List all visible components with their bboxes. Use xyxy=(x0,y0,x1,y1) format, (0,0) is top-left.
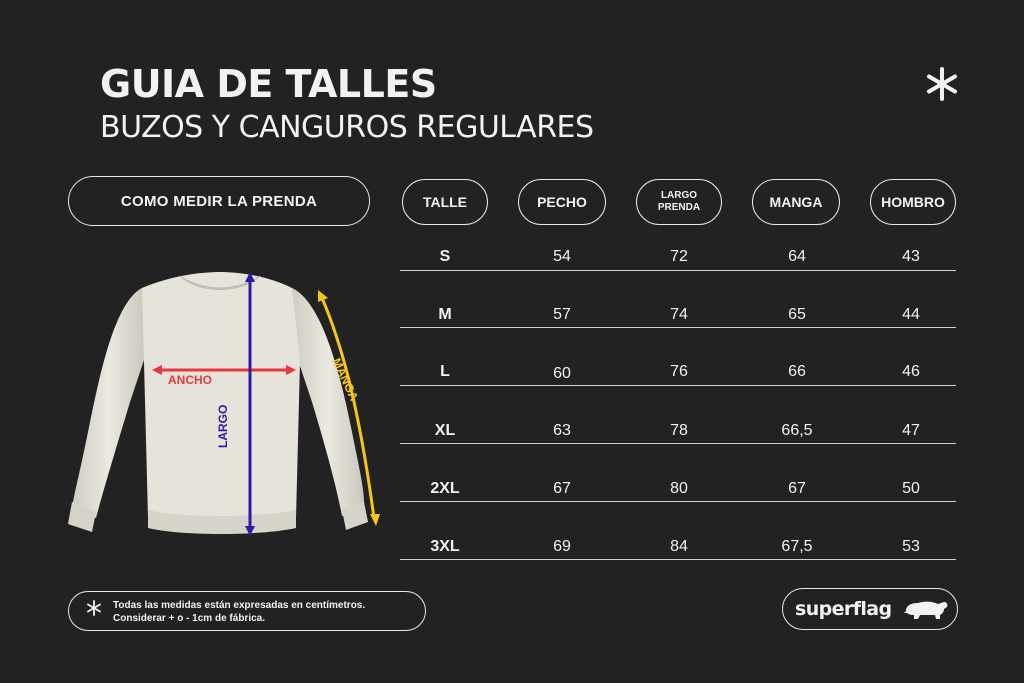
asterisk-icon xyxy=(87,600,101,616)
largo-label: LARGO xyxy=(216,404,230,448)
row-divider xyxy=(400,385,956,386)
how-to-measure-button[interactable]: COMO MEDIR LA PRENDA xyxy=(68,176,370,226)
row-divider xyxy=(400,327,956,328)
pecho-cell: 57 xyxy=(553,306,571,323)
manga-cell: 67 xyxy=(788,480,806,497)
largo-cell: 76 xyxy=(670,363,688,380)
pecho-cell: 63 xyxy=(553,422,571,439)
hombro-cell: 46 xyxy=(902,363,920,380)
manga-cell: 67,5 xyxy=(781,538,813,555)
size-cell: XL xyxy=(434,422,456,439)
row-divider xyxy=(400,559,956,560)
pecho-cell: 54 xyxy=(553,248,571,265)
asterisk-icon xyxy=(927,67,957,101)
hombro-cell: 53 xyxy=(902,538,920,555)
disclaimer-box xyxy=(68,591,426,631)
page-title: GUIA DE TALLES xyxy=(100,62,437,106)
brand-name: superflag xyxy=(795,598,892,620)
page-subtitle: BUZOS Y CANGUROS REGULARES xyxy=(100,110,594,145)
pecho-cell: 67 xyxy=(553,480,571,497)
brand-logo: superflag xyxy=(782,588,958,630)
manga-cell: 66,5 xyxy=(781,422,813,439)
size-cell: S xyxy=(439,248,451,265)
sweatshirt-diagram xyxy=(68,272,368,534)
column-header-hombro: HOMBRO xyxy=(870,179,956,225)
row-divider xyxy=(400,270,956,271)
manga-cell: 65 xyxy=(788,306,806,323)
column-header-largo-prenda: LARGO PRENDA xyxy=(636,179,722,225)
how-to-measure-label: COMO MEDIR LA PRENDA xyxy=(120,192,318,210)
hombro-cell: 43 xyxy=(902,248,920,265)
size-cell: 3XL xyxy=(430,538,460,555)
hombro-cell: 47 xyxy=(902,422,920,439)
column-header-manga: MANGA xyxy=(752,179,840,225)
largo-cell: 78 xyxy=(670,422,688,439)
row-divider xyxy=(400,443,956,444)
largo-cell: 72 xyxy=(670,248,688,265)
column-header-pecho: PECHO xyxy=(518,179,606,225)
size-cell: M xyxy=(438,306,452,323)
row-divider xyxy=(400,501,956,502)
largo-cell: 80 xyxy=(670,480,688,497)
bear-icon xyxy=(904,601,948,619)
largo-cell: 74 xyxy=(670,306,688,323)
size-cell: 2XL xyxy=(430,480,460,497)
pecho-cell: 60 xyxy=(553,365,571,382)
pecho-cell: 69 xyxy=(553,538,571,555)
largo-cell: 84 xyxy=(670,538,688,555)
manga-cell: 66 xyxy=(788,363,806,380)
hombro-cell: 44 xyxy=(902,306,920,323)
ancho-label: ANCHO xyxy=(168,373,212,387)
hombro-cell: 50 xyxy=(902,480,920,497)
column-header-talle: TALLE xyxy=(402,179,488,225)
manga-cell: 64 xyxy=(788,248,806,265)
disclaimer-text: Todas las medidas están expresadas en ce… xyxy=(113,600,366,624)
size-cell: L xyxy=(440,363,450,380)
